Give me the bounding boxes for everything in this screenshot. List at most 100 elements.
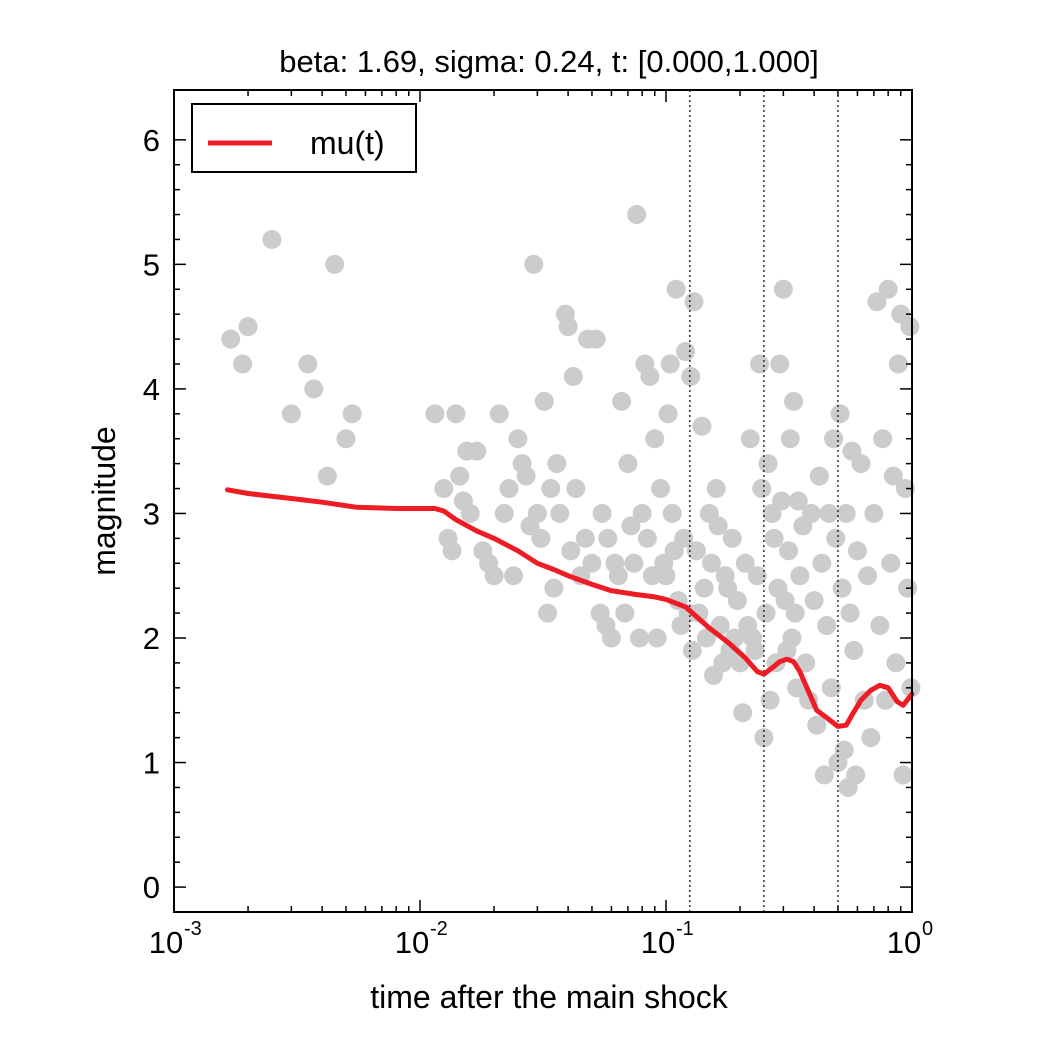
- scatter-point: [844, 640, 864, 660]
- scatter-point: [883, 466, 903, 486]
- scatter-point: [773, 279, 793, 299]
- scatter-point: [796, 653, 816, 673]
- scatter-point: [812, 553, 832, 573]
- scatter-point: [666, 279, 686, 299]
- scatter-point: [484, 566, 504, 586]
- scatter-point: [870, 616, 890, 636]
- scatter-point: [733, 703, 753, 723]
- scatter-point: [586, 329, 606, 349]
- scatter-point: [824, 429, 844, 449]
- scatter-point: [772, 491, 792, 511]
- scatter-point: [900, 317, 920, 337]
- scatter-point: [875, 690, 895, 710]
- scatter-point: [692, 416, 712, 436]
- scatter-point: [541, 479, 561, 499]
- scatter-point: [801, 503, 821, 523]
- scatter-point: [527, 503, 547, 523]
- scatter-point: [686, 541, 706, 561]
- vline-layer: [689, 90, 839, 912]
- scatter-point: [508, 429, 528, 449]
- scatter-point: [764, 528, 784, 548]
- scatter-point: [598, 528, 618, 548]
- y-tick-label: 6: [143, 123, 160, 158]
- scatter-point: [694, 578, 714, 598]
- scatter-point: [821, 678, 841, 698]
- scatter-point: [298, 354, 318, 374]
- scatter-point: [325, 254, 345, 274]
- scatter-point: [336, 429, 356, 449]
- scatter-point: [807, 715, 827, 735]
- scatter-point: [782, 628, 802, 648]
- scatter-point: [534, 391, 554, 411]
- scatter-point: [524, 254, 544, 274]
- scatter-point: [888, 354, 908, 374]
- scatter-point: [544, 578, 564, 598]
- scatter-point: [601, 628, 621, 648]
- legend-label-mu: mu(t): [310, 125, 385, 161]
- scatter-point: [809, 466, 829, 486]
- scatter-point: [819, 503, 839, 523]
- scatter-point: [752, 479, 772, 499]
- scatter-point: [233, 354, 253, 374]
- scatter-point: [846, 765, 866, 785]
- scatter-point: [618, 454, 638, 474]
- y-tick-label: 1: [143, 746, 160, 781]
- scatter-point: [684, 292, 704, 312]
- scatter-point: [238, 317, 258, 337]
- x-tick-label-exponent: -1: [676, 918, 694, 940]
- scatter-point: [425, 404, 445, 424]
- x-axis-label: time after the main shock: [370, 979, 728, 1015]
- scatter-point: [785, 603, 805, 623]
- plot-area: [173, 89, 921, 913]
- y-tick-label: 4: [143, 372, 160, 407]
- scatter-point: [494, 503, 514, 523]
- scatter-point: [864, 503, 884, 523]
- scatter-point: [624, 553, 644, 573]
- scatter-point: [745, 640, 765, 660]
- scatter-point: [516, 466, 536, 486]
- scatter-point: [727, 591, 747, 611]
- scatter-point: [754, 728, 774, 748]
- scatter-point: [434, 479, 454, 499]
- x-tick-label: 10 -1: [641, 918, 694, 960]
- scatter-point: [681, 366, 701, 386]
- scatter-point: [675, 342, 695, 362]
- x-tick-label: 10 -3: [149, 918, 202, 960]
- scatter-point: [640, 366, 660, 386]
- scatter-point: [758, 454, 778, 474]
- scatter-layer: [221, 205, 921, 797]
- y-tick-label: 2: [143, 621, 160, 656]
- scatter-point: [847, 541, 867, 561]
- scatter-point: [886, 653, 906, 673]
- legend: mu(t): [191, 103, 417, 173]
- scatter-point: [861, 728, 881, 748]
- scatter-point: [489, 404, 509, 424]
- scatter-point: [770, 354, 790, 374]
- scatter-point: [304, 379, 324, 399]
- scatter-point: [750, 354, 770, 374]
- tick-layer: [173, 90, 913, 912]
- legend-box: [191, 103, 417, 173]
- scatter-point: [538, 603, 558, 623]
- x-tick-label-base: 10: [395, 925, 429, 960]
- x-tick-label-base: 10: [149, 925, 183, 960]
- x-tick-label-base: 10: [641, 925, 675, 960]
- scatter-point: [834, 740, 854, 760]
- scatter-point: [660, 354, 680, 374]
- x-tick-label-base: 10: [887, 925, 921, 960]
- scatter-point: [858, 566, 878, 586]
- scatter-point: [804, 591, 824, 611]
- scatter-point: [651, 479, 671, 499]
- scatter-point: [460, 503, 480, 523]
- scatter-point: [881, 553, 901, 573]
- scatter-point: [780, 429, 800, 449]
- scatter-point: [547, 454, 567, 474]
- y-axis-label: magnitude: [86, 426, 122, 575]
- scatter-point: [722, 528, 742, 548]
- scatter-point: [895, 479, 915, 499]
- plot-frame: [173, 89, 913, 913]
- scatter-point: [531, 528, 551, 548]
- scatter-point: [788, 491, 808, 511]
- scatter-point: [563, 366, 583, 386]
